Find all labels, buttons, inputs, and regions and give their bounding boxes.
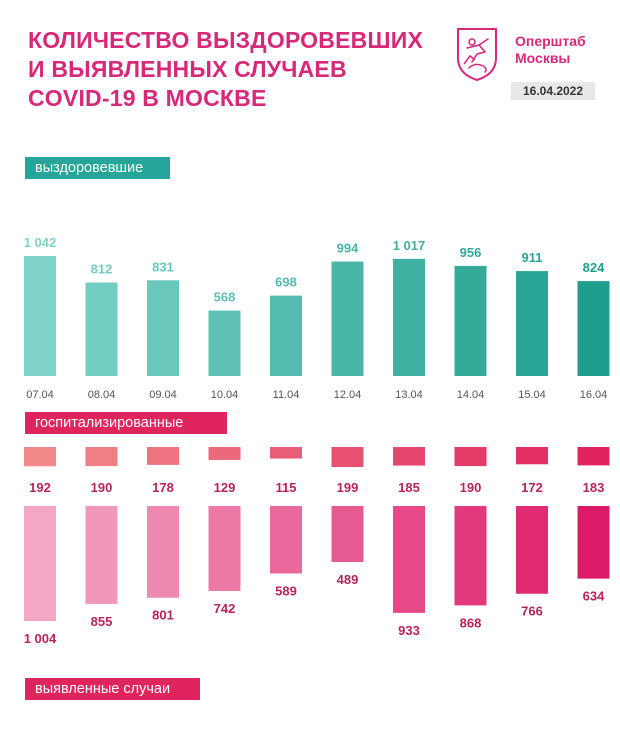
recovered-value-label: 831 — [152, 259, 174, 274]
hospitalized-bar — [208, 447, 241, 460]
hospitalized-value-label: 199 — [337, 480, 359, 495]
date-tick-label: 11.04 — [273, 389, 300, 401]
recovered-bar — [270, 295, 302, 376]
detected-value-label: 766 — [521, 604, 543, 619]
detected-bar — [331, 506, 364, 563]
hospitalized-bar — [85, 447, 118, 467]
hospitalized-value-label: 178 — [152, 480, 174, 495]
detected-bar — [147, 506, 179, 598]
recovered-value-label: 956 — [460, 245, 482, 260]
date-tick-label: 15.04 — [518, 389, 546, 401]
detected-bar — [393, 506, 425, 613]
date-tick-label: 09.04 — [149, 389, 177, 401]
recovered-value-label: 1 042 — [24, 235, 57, 250]
brand-line-2: Москвы — [515, 50, 571, 66]
recovered-value-label: 698 — [275, 275, 297, 290]
date-tick-label: 10.04 — [211, 389, 239, 401]
hospitalized-label: госпитализированные — [25, 412, 227, 434]
hospitalized-bar — [393, 447, 425, 466]
hospitalized-value-label: 115 — [276, 480, 297, 495]
recovered-bar — [85, 282, 118, 376]
recovered-value-label: 568 — [214, 290, 236, 305]
page-title: КОЛИЧЕСТВО ВЫЗДОРОВЕВШИХ И ВЫЯВЛЕННЫХ СЛ… — [28, 26, 424, 113]
detected-value-label: 1 004 — [24, 631, 57, 646]
recovered-bar — [393, 258, 425, 376]
date-tick-label: 16.04 — [580, 389, 608, 401]
detected-value-label: 742 — [214, 601, 236, 616]
recovered-bar — [454, 265, 487, 376]
recovered-value-label: 812 — [91, 261, 113, 276]
detected-bar — [270, 506, 302, 574]
date-tick-label: 08.04 — [88, 389, 116, 401]
hospitalized-value-label: 129 — [214, 480, 236, 495]
detected-bar — [454, 506, 487, 606]
hospitalized-bar — [577, 447, 610, 466]
date-tick-label: 07.04 — [26, 389, 54, 401]
date-tick-label: 13.04 — [395, 389, 423, 401]
hospitalized-bar — [454, 447, 487, 467]
recovered-bar — [577, 281, 610, 376]
detected-value-label: 933 — [398, 623, 420, 638]
title-line-3: COVID-19 В МОСКВЕ — [28, 85, 267, 111]
hospitalized-bar — [270, 447, 302, 459]
detected-bar — [577, 506, 610, 579]
brand-line-1: Оперштаб — [515, 33, 586, 49]
detected-value-label: 855 — [91, 614, 113, 629]
recovered-label: выздоровевшие — [25, 157, 170, 179]
detected-bar — [516, 506, 548, 594]
detected-label: выявленные случаи — [25, 678, 200, 700]
recovered-bar — [24, 256, 56, 376]
moscow-coat-of-arms-icon — [455, 26, 499, 82]
hospitalized-value-label: 192 — [29, 480, 51, 495]
detected-bar — [24, 506, 56, 621]
date-tick-label: 12.04 — [334, 389, 362, 401]
recovered-bar — [147, 280, 179, 376]
date-tick-label: 14.04 — [457, 389, 485, 401]
hospitalized-value-label: 172 — [521, 480, 543, 495]
detected-value-label: 589 — [275, 583, 297, 598]
date-badge: 16.04.2022 — [511, 82, 595, 100]
title-line-2: И ВЫЯВЛЕННЫХ СЛУЧАЕВ — [28, 56, 347, 82]
hospitalized-bar — [331, 447, 364, 467]
detected-value-label: 489 — [337, 572, 359, 587]
hospitalized-bar — [516, 447, 548, 465]
hospitalized-value-label: 190 — [460, 480, 482, 495]
recovered-bar — [331, 261, 364, 376]
detected-bar — [85, 506, 118, 604]
hospitalized-bar — [147, 447, 179, 465]
brand-name: Оперштаб Москвы — [515, 33, 586, 67]
detected-bar — [208, 506, 241, 591]
recovered-value-label: 911 — [522, 250, 543, 265]
title-line-1: КОЛИЧЕСТВО ВЫЗДОРОВЕВШИХ — [28, 27, 424, 53]
recovered-value-label: 994 — [337, 241, 359, 256]
hospitalized-value-label: 190 — [91, 480, 113, 495]
recovered-value-label: 824 — [583, 260, 605, 275]
detected-value-label: 801 — [152, 608, 174, 623]
detected-value-label: 868 — [460, 615, 482, 630]
recovered-bar — [516, 271, 548, 376]
detected-value-label: 634 — [583, 589, 605, 604]
recovered-bar — [208, 310, 241, 376]
hospitalized-value-label: 183 — [583, 480, 605, 495]
hospitalized-value-label: 185 — [398, 480, 420, 495]
hospitalized-bar — [24, 447, 56, 467]
recovered-value-label: 1 017 — [393, 238, 426, 253]
